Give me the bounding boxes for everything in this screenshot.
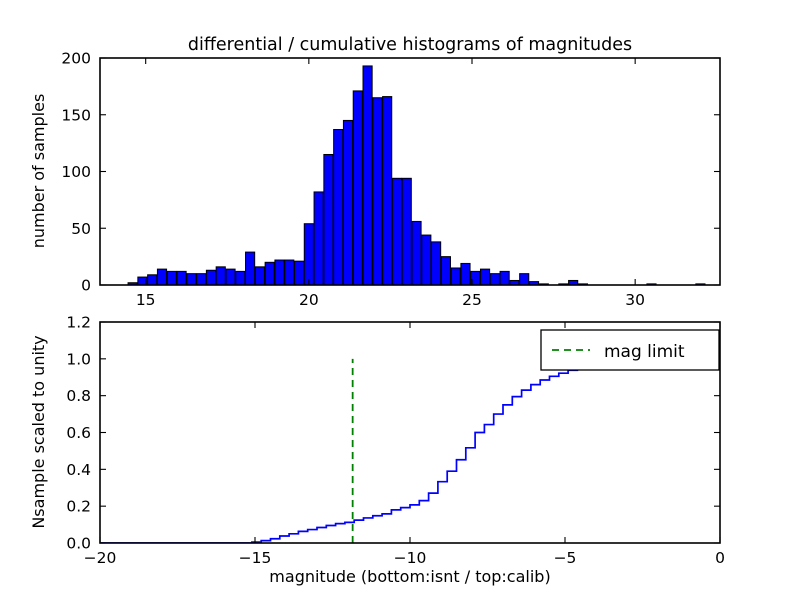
histogram-bar [363,66,372,285]
histogram-bar [451,268,460,285]
histogram-bar [392,178,401,285]
histogram-bar [324,154,333,285]
x-tick-label: −5 [554,549,577,567]
histogram-bar [275,260,284,285]
histogram-bar [265,262,274,285]
histogram-bar [148,275,157,285]
y-tick-label: 0.8 [66,387,91,405]
histogram-bar [461,263,470,285]
page-title: differential / cumulative histograms of … [188,35,632,55]
histogram-bar [226,269,235,285]
histogram-bar [285,260,294,285]
x-tick-label: 15 [136,291,156,309]
y-tick-label: 0.4 [66,461,91,479]
histogram-bar [304,224,313,285]
bottom-y-axis-label: Nsample scaled to unity [29,335,48,528]
histogram-bar [490,274,499,285]
figure-canvas: differential / cumulative histograms of … [0,0,800,600]
y-tick-label: 0 [81,277,91,295]
histogram-bar [197,274,206,285]
y-tick-label: 0.0 [66,535,91,553]
histogram-bar [353,91,362,285]
x-tick-label: 25 [462,291,482,309]
histogram-bar [294,261,303,285]
histogram-bar [402,178,411,285]
y-tick-label: 150 [61,106,91,124]
y-tick-label: 0.2 [66,498,91,516]
x-tick-label: −10 [394,549,427,567]
histogram-bar [157,269,166,285]
histogram-bar [412,221,421,285]
top-y-axis-label: number of samples [29,94,48,249]
y-tick-label: 1.0 [66,350,91,368]
x-tick-label: 20 [299,291,319,309]
y-tick-label: 100 [61,163,91,181]
histogram-bar [206,270,215,285]
histogram-bar [177,271,186,285]
histogram-bar [343,120,352,285]
histogram-bar [255,267,264,285]
histogram-bar [334,130,343,286]
histogram-bar [432,242,441,285]
histogram-bar [383,97,392,285]
histogram-bar [373,98,382,285]
histogram-bar [422,235,431,285]
histogram-bar [216,267,225,285]
x-tick-label: −15 [239,549,272,567]
histogram-bar [441,257,450,285]
matplotlib-figure: differential / cumulative histograms of … [0,0,800,600]
y-tick-label: 1.2 [66,314,91,332]
y-tick-label: 200 [61,50,91,68]
x-tick-label: 0 [715,549,725,567]
legend[interactable]: mag limit [541,330,719,370]
histogram-bar [246,252,255,285]
histogram-bar [480,269,489,285]
histogram-bar [314,192,323,285]
histogram-bar [500,271,509,285]
bottom-x-axis-label: magnitude (bottom:isnt / top:calib) [269,567,550,586]
histogram-bar [187,274,196,285]
histogram-bar [167,271,176,285]
x-tick-label: 30 [625,291,645,309]
y-tick-label: 0.6 [66,424,91,442]
y-tick-label: 50 [71,220,91,238]
histogram-bar [236,271,245,285]
histogram-bar [520,274,529,285]
legend-mag-limit-label: mag limit [604,342,685,362]
